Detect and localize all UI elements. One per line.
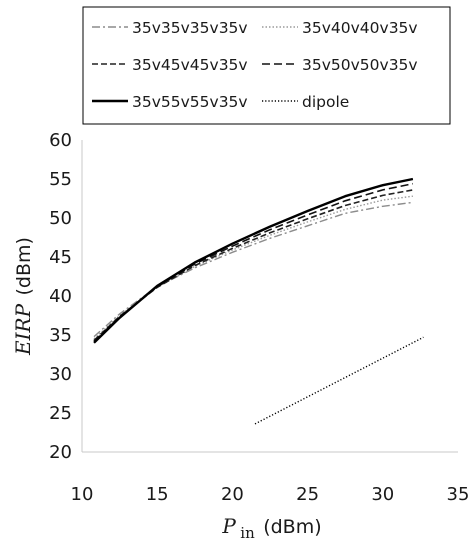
y-axis-unit: (dBm) (13, 237, 35, 295)
series-line-35v50v50v35v (93, 182, 414, 342)
x-axis-unit: (dBm) (263, 516, 321, 538)
x-tick-label: 30 (371, 484, 394, 505)
legend-label-35v55v55v35v: 35v55v55v35v (132, 93, 248, 111)
series-line-35v45v45v35v (93, 189, 414, 342)
legend-label-35v50v50v35v: 35v50v50v35v (302, 56, 418, 74)
series-lines (93, 177, 424, 425)
y-tick-labels: 20 25 30 35 40 45 50 55 60 (49, 130, 72, 463)
legend-items: 35v35v35v35v 35v40v40v35v 35v45v45v35v 35v5… (92, 19, 418, 111)
x-axis-symbol: P (221, 514, 236, 538)
series-line-35v40v40v35v (93, 195, 413, 340)
y-tick-label: 45 (49, 247, 72, 268)
x-axis-subscript: in (240, 524, 255, 542)
legend-label-35v40v40v35v: 35v40v40v35v (302, 19, 418, 37)
y-tick-label: 50 (49, 208, 72, 229)
x-tick-labels: 10 15 20 25 30 35 (71, 484, 470, 505)
svg-text:EIRP (dBm): EIRP (dBm) (11, 237, 35, 356)
y-tick-label: 25 (49, 403, 72, 424)
x-tick-label: 10 (71, 484, 94, 505)
x-tick-label: 15 (146, 484, 169, 505)
legend-label-35v35v35v35v: 35v35v35v35v (132, 19, 248, 37)
y-tick-label: 20 (49, 442, 72, 463)
x-tick-label: 20 (221, 484, 244, 505)
legend-label-35v45v45v35v: 35v45v45v35v (132, 56, 248, 74)
x-tick-label: 35 (447, 484, 470, 505)
svg-text:P in (dBm): P in (dBm) (221, 514, 321, 542)
y-tick-label: 30 (49, 364, 72, 385)
y-tick-label: 40 (49, 286, 72, 307)
y-axis-symbol: EIRP (11, 303, 35, 356)
y-axis-title: EIRP (dBm) (11, 237, 35, 356)
series-line-dipole (254, 336, 424, 425)
x-tick-label: 25 (296, 484, 319, 505)
legend-label-dipole: dipole (302, 93, 349, 111)
series-line-35v55v55v35v (93, 177, 414, 344)
y-tick-label: 35 (49, 325, 72, 346)
x-axis-title: P in (dBm) (221, 514, 321, 542)
legend: 35v35v35v35v 35v40v40v35v 35v45v45v35v 35v5… (82, 6, 451, 125)
y-tick-label: 55 (49, 169, 72, 190)
y-tick-label: 60 (49, 130, 72, 151)
series-line-35v35v35v35v (93, 201, 413, 338)
